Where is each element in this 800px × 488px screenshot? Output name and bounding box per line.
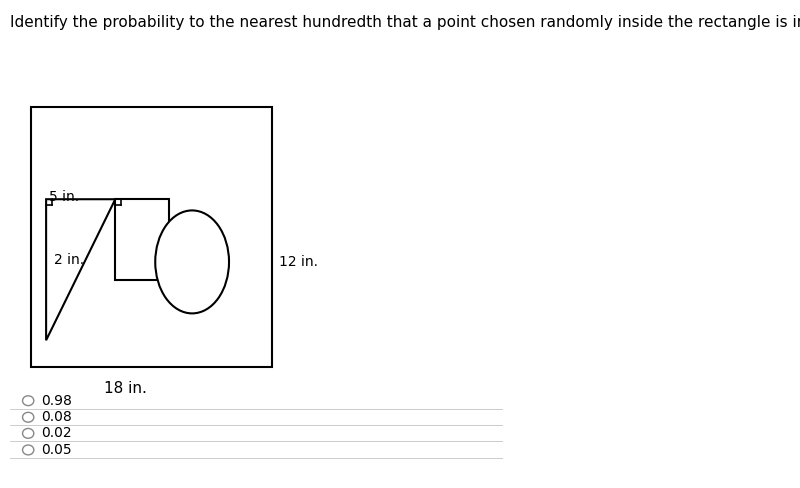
Ellipse shape: [155, 210, 229, 313]
Text: 12 in.: 12 in.: [279, 255, 318, 269]
Text: 0.02: 0.02: [42, 427, 72, 440]
Text: Identify the probability to the nearest hundredth that a point chosen randomly i: Identify the probability to the nearest …: [10, 15, 800, 30]
Circle shape: [22, 396, 34, 406]
Text: 0.98: 0.98: [42, 394, 72, 407]
Text: 0.05: 0.05: [42, 443, 72, 457]
Circle shape: [22, 412, 34, 422]
Circle shape: [22, 428, 34, 438]
Text: 2 in.: 2 in.: [54, 253, 84, 266]
Text: 0.08: 0.08: [42, 410, 72, 424]
Circle shape: [22, 445, 34, 455]
Bar: [115, 199, 169, 280]
Text: 5 in.: 5 in.: [49, 190, 78, 204]
Bar: [30, 107, 271, 367]
Text: 18 in.: 18 in.: [104, 382, 147, 396]
